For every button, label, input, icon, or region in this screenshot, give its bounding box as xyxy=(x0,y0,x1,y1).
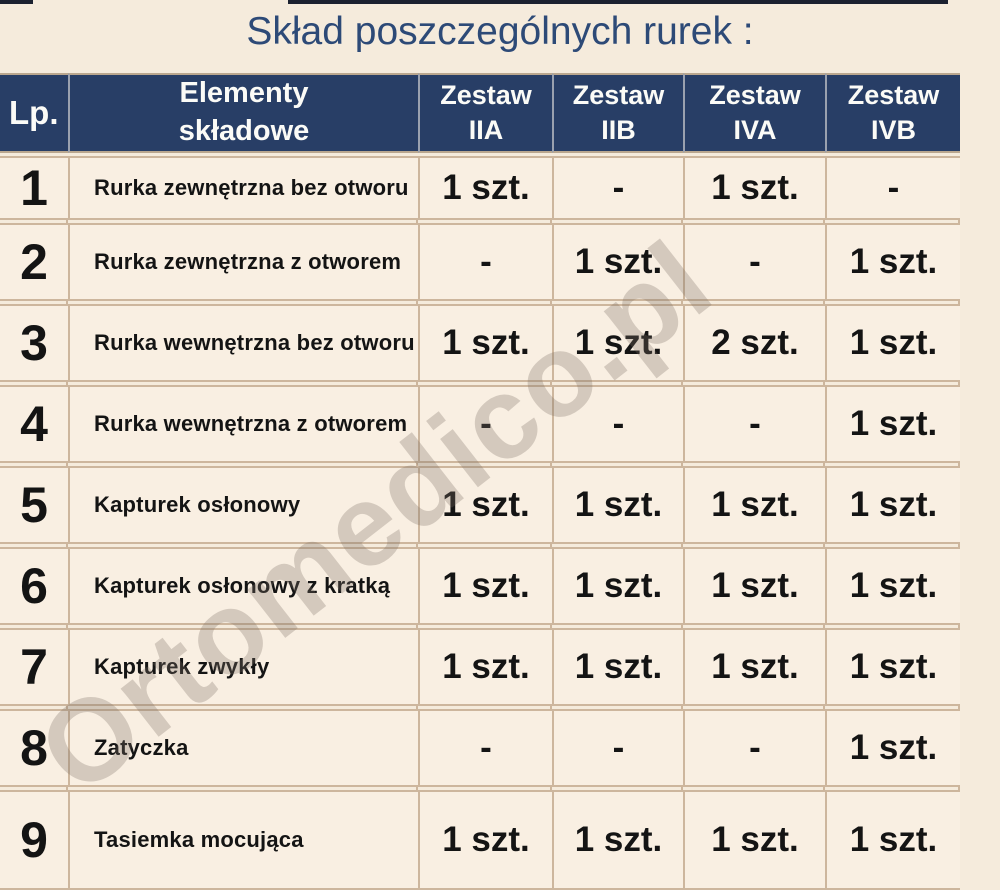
column-header-zestaw-iva: Zestaw IVA xyxy=(683,73,825,153)
table-row: 5 Kapturek osłonowy 1 szt. 1 szt. 1 szt.… xyxy=(0,466,960,544)
row-number-cell: 7 xyxy=(0,628,68,706)
zestaw-iia-qty-cell: - xyxy=(418,223,552,301)
table-row: 1 Rurka zewnętrzna bez otworu 1 szt. - 1… xyxy=(0,156,960,220)
table-row: 4 Rurka wewnętrzna z otworem - - - 1 szt… xyxy=(0,385,960,463)
zestaw-iva-qty-cell: 1 szt. xyxy=(683,466,825,544)
zestaw-ivb-qty-cell: 1 szt. xyxy=(825,304,960,382)
element-name-cell: Kapturek osłonowy z kratką xyxy=(68,547,418,625)
column-header-elements: Elementy składowe xyxy=(68,73,418,153)
row-number-cell: 9 xyxy=(0,790,68,890)
zestaw-ivb-qty-cell: 1 szt. xyxy=(825,790,960,890)
zestaw-iva-qty-cell: - xyxy=(683,385,825,463)
zestaw-iib-qty-cell: - xyxy=(552,709,683,787)
zestaw-iia-qty-cell: 1 szt. xyxy=(418,156,552,220)
zestaw-iib-qty-cell: 1 szt. xyxy=(552,790,683,890)
zestaw-iib-qty-cell: - xyxy=(552,385,683,463)
element-name-cell: Tasiemka mocująca xyxy=(68,790,418,890)
top-edge-bar-left xyxy=(0,0,33,4)
row-number-cell: 1 xyxy=(0,156,68,220)
zestaw-iia-qty-cell: 1 szt. xyxy=(418,628,552,706)
table-body: 1 Rurka zewnętrzna bez otworu 1 szt. - 1… xyxy=(0,156,960,890)
page-title: Skład poszczególnych rurek : xyxy=(246,10,754,53)
zestaw-iib-qty-cell: 1 szt. xyxy=(552,223,683,301)
zestaw-iva-qty-cell: 1 szt. xyxy=(683,628,825,706)
zestaw-ivb-qty-cell: 1 szt. xyxy=(825,466,960,544)
table-row: 6 Kapturek osłonowy z kratką 1 szt. 1 sz… xyxy=(0,547,960,625)
zestaw-iva-qty-cell: 1 szt. xyxy=(683,790,825,890)
zestaw-iia-qty-cell: 1 szt. xyxy=(418,466,552,544)
zestaw-ivb-qty-cell: 1 szt. xyxy=(825,547,960,625)
element-name-cell: Rurka wewnętrzna bez otworu xyxy=(68,304,418,382)
element-name-cell: Kapturek osłonowy xyxy=(68,466,418,544)
column-header-elements-line2: składowe xyxy=(178,115,310,147)
column-header-zestaw-iva-line1: Zestaw xyxy=(709,79,801,110)
table-row: 2 Rurka zewnętrzna z otworem - 1 szt. - … xyxy=(0,223,960,301)
table-row: 7 Kapturek zwykły 1 szt. 1 szt. 1 szt. 1… xyxy=(0,628,960,706)
zestaw-ivb-qty-cell: 1 szt. xyxy=(825,709,960,787)
zestaw-iib-qty-cell: 1 szt. xyxy=(552,466,683,544)
element-name-cell: Kapturek zwykły xyxy=(68,628,418,706)
column-header-zestaw-iib-line1: Zestaw xyxy=(572,79,665,110)
zestaw-iib-qty-cell: 1 szt. xyxy=(552,547,683,625)
row-number-cell: 8 xyxy=(0,709,68,787)
zestaw-iva-qty-cell: - xyxy=(683,709,825,787)
zestaw-iva-qty-cell: 1 szt. xyxy=(683,547,825,625)
zestaw-ivb-qty-cell: 1 szt. xyxy=(825,223,960,301)
column-header-zestaw-ivb: Zestaw IVB xyxy=(825,73,960,153)
zestaw-ivb-qty-cell: 1 szt. xyxy=(825,385,960,463)
column-header-zestaw-iia: Zestaw IIA xyxy=(418,73,552,153)
zestaw-iva-qty-cell: - xyxy=(683,223,825,301)
zestaw-ivb-qty-cell: 1 szt. xyxy=(825,628,960,706)
zestaw-iia-qty-cell: 1 szt. xyxy=(418,547,552,625)
composition-table: Lp. Elementy składowe Zestaw IIA Zestaw … xyxy=(0,73,960,890)
row-number-cell: 4 xyxy=(0,385,68,463)
zestaw-iib-qty-cell: 1 szt. xyxy=(552,304,683,382)
zestaw-iia-qty-cell: - xyxy=(418,709,552,787)
element-name-cell: Zatyczka xyxy=(68,709,418,787)
zestaw-ivb-qty-cell: - xyxy=(825,156,960,220)
table-header-row: Lp. Elementy składowe Zestaw IIA Zestaw … xyxy=(0,73,960,153)
row-number-cell: 2 xyxy=(0,223,68,301)
row-number-cell: 6 xyxy=(0,547,68,625)
zestaw-iva-qty-cell: 1 szt. xyxy=(683,156,825,220)
element-name-cell: Rurka wewnętrzna z otworem xyxy=(68,385,418,463)
table-row: 8 Zatyczka - - - 1 szt. xyxy=(0,709,960,787)
zestaw-iia-qty-cell: 1 szt. xyxy=(418,790,552,890)
table-row: 3 Rurka wewnętrzna bez otworu 1 szt. 1 s… xyxy=(0,304,960,382)
column-header-zestaw-iia-line2: IIA xyxy=(468,115,504,145)
column-header-zestaw-ivb-line2: IVB xyxy=(870,115,916,145)
column-header-zestaw-iib: Zestaw IIB xyxy=(552,73,683,153)
column-header-elements-line1: Elementy xyxy=(179,77,309,110)
column-header-zestaw-ivb-line1: Zestaw xyxy=(847,79,940,110)
zestaw-iva-qty-cell: 2 szt. xyxy=(683,304,825,382)
top-edge-bar-right xyxy=(288,0,948,4)
zestaw-iia-qty-cell: 1 szt. xyxy=(418,304,552,382)
element-name-cell: Rurka zewnętrzna bez otworu xyxy=(68,156,418,220)
zestaw-iib-qty-cell: - xyxy=(552,156,683,220)
zestaw-iia-qty-cell: - xyxy=(418,385,552,463)
column-header-lp-label: Lp. xyxy=(9,93,59,131)
column-header-zestaw-iib-line2: IIB xyxy=(601,115,636,145)
column-header-zestaw-iva-line2: IVA xyxy=(733,115,777,145)
column-header-lp: Lp. xyxy=(0,73,68,153)
table-row: 9 Tasiemka mocująca 1 szt. 1 szt. 1 szt.… xyxy=(0,790,960,890)
element-name-cell: Rurka zewnętrzna z otworem xyxy=(68,223,418,301)
row-number-cell: 3 xyxy=(0,304,68,382)
row-number-cell: 5 xyxy=(0,466,68,544)
zestaw-iib-qty-cell: 1 szt. xyxy=(552,628,683,706)
column-header-zestaw-iia-line1: Zestaw xyxy=(440,79,532,110)
